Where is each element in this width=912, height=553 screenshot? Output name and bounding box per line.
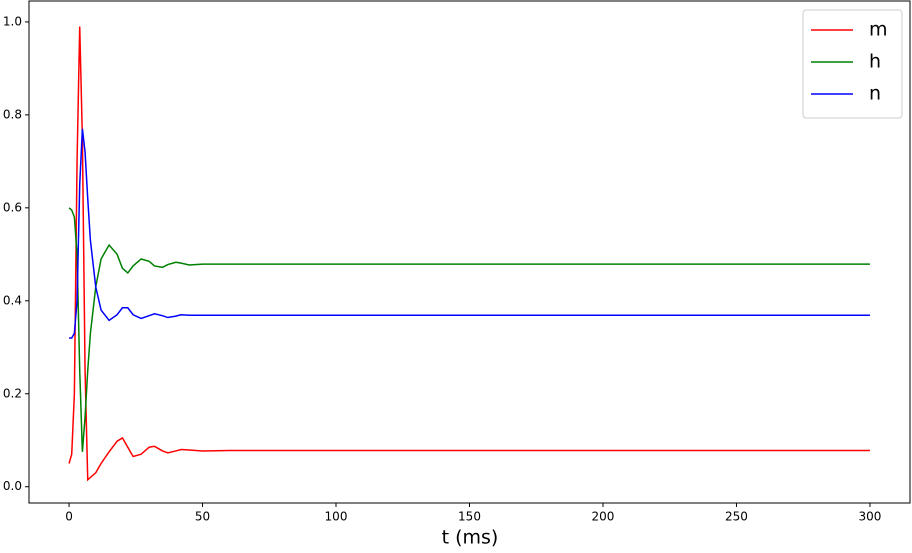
y-tick-label: 0.2 <box>3 386 22 400</box>
y-tick-label: 0.0 <box>3 479 22 493</box>
x-tick-label: 0 <box>65 510 73 524</box>
x-tick-label: 200 <box>592 510 615 524</box>
legend-box <box>802 9 903 119</box>
x-tick-label: 250 <box>725 510 748 524</box>
legend-label: h <box>869 51 881 73</box>
line-series <box>68 26 870 482</box>
x-tick-label: 100 <box>325 510 348 524</box>
legend-label: m <box>869 19 888 41</box>
x-tick-label: 150 <box>458 510 481 524</box>
x-axis-label: t (ms) <box>442 527 499 549</box>
x-tick-label: 50 <box>195 510 210 524</box>
y-tick-label: 0.4 <box>3 293 22 307</box>
x-tick-label: 300 <box>859 510 882 524</box>
line-series <box>68 207 870 452</box>
line-series <box>69 128 870 339</box>
y-tick-label: 0.8 <box>3 107 22 121</box>
y-tick-label: 1.0 <box>3 14 22 28</box>
plot-frame <box>28 0 911 504</box>
y-tick-label: 0.6 <box>3 200 22 214</box>
legend-label: n <box>869 83 881 105</box>
